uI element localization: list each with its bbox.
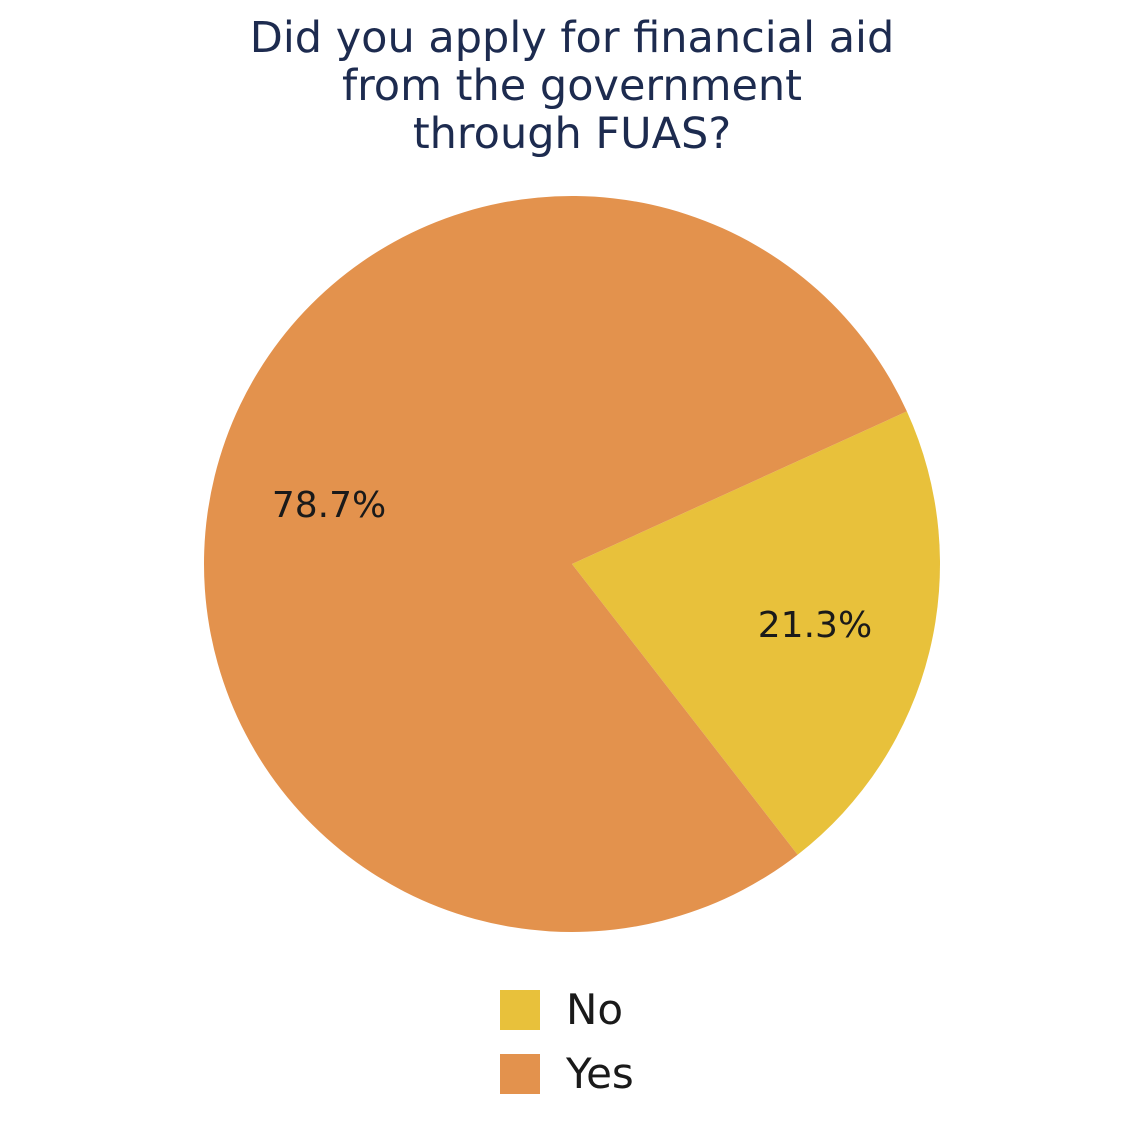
legend-label-no: No	[566, 985, 624, 1034]
legend-label-yes: Yes	[566, 1049, 634, 1098]
pie-slice-yes	[203, 196, 907, 933]
pie-slice-no	[572, 411, 940, 855]
legend-item-no: No	[500, 985, 634, 1034]
legend-swatch-no	[500, 990, 540, 1030]
slice-label-no: 21.3%	[758, 605, 872, 646]
chart-title-line: Did you apply for financial aid	[249, 13, 895, 63]
slice-label-yes: 78.7%	[272, 485, 386, 526]
chart-title-line: through FUAS?	[412, 109, 732, 159]
legend-item-yes: Yes	[500, 1049, 634, 1098]
legend-swatch-yes	[500, 1054, 540, 1094]
chart-title: Did you apply for financial aid from the…	[0, 14, 1144, 158]
chart-title-line: from the government	[341, 61, 803, 111]
legend: No Yes	[500, 985, 634, 1118]
